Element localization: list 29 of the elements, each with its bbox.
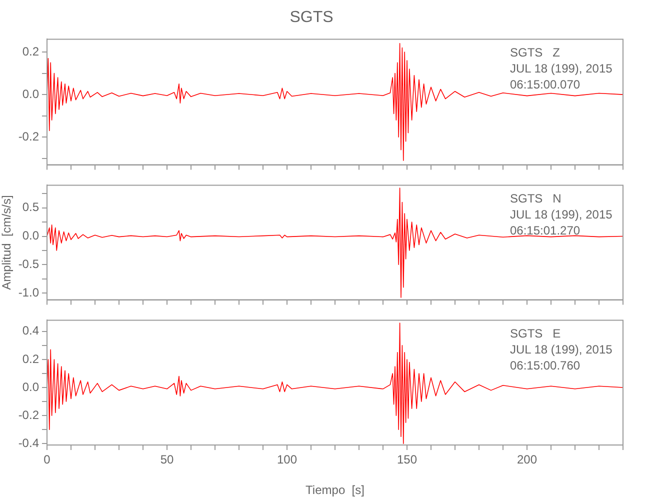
y-tick-label: 0.5 [22, 200, 40, 214]
y-tick-label: 0.2 [22, 352, 40, 366]
y-tick-label: -1.0 [18, 285, 40, 300]
y-tick-label: -0.4 [18, 436, 40, 450]
y-tick-label: -0.2 [18, 408, 40, 422]
x-tick-label: 0 [44, 452, 51, 467]
y-tick-label: -0.5 [18, 256, 40, 271]
x-axis-title: Tiempo [s] [306, 483, 364, 498]
y-tick-label: 0.0 [22, 86, 40, 101]
annotation: SGTS N [510, 192, 562, 206]
annotation: JUL 18 (199), 2015 [510, 62, 613, 76]
annotation: 06:15:01.270 [510, 224, 580, 238]
annotation: 06:15:00.760 [510, 358, 580, 373]
y-tick-label: -0.2 [18, 129, 40, 144]
annotation: SGTS Z [510, 46, 560, 60]
y-axis-title: Amplitud [cm/s/s] [0, 195, 14, 290]
annotation: JUL 18 (199), 2015 [510, 208, 613, 222]
y-tick-label: 0.0 [22, 228, 40, 243]
x-tick-label: 100 [276, 452, 298, 467]
y-tick-label: 0.2 [22, 44, 40, 58]
annotation: JUL 18 (199), 2015 [510, 342, 613, 357]
annotation: 06:15:00.070 [510, 78, 580, 92]
y-tick-label: 0.0 [22, 380, 40, 394]
chart-title: SGTS [290, 9, 334, 26]
annotation: SGTS E [510, 326, 561, 341]
x-tick-label: 200 [516, 452, 538, 467]
x-tick-label: 150 [396, 452, 418, 467]
y-tick-label: 0.4 [22, 324, 40, 338]
x-tick-label: 50 [160, 452, 174, 467]
